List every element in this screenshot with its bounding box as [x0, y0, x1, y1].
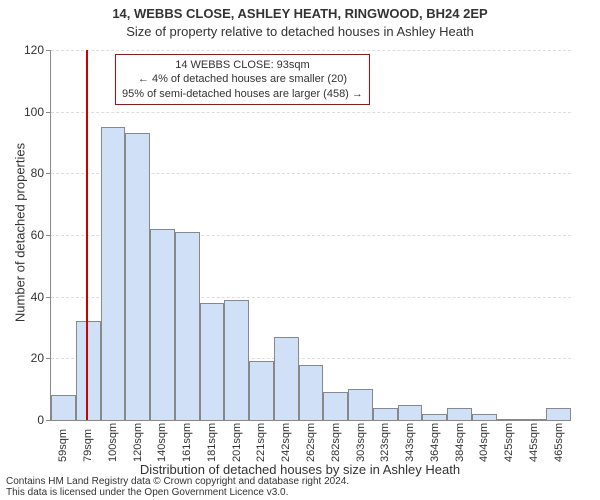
histogram-bar — [200, 303, 225, 420]
gridline — [51, 112, 571, 113]
histogram-bar — [398, 405, 423, 420]
xtick-label: 303sqm — [355, 423, 367, 462]
histogram-bar — [497, 419, 522, 420]
ytick-mark — [46, 235, 50, 236]
ytick-mark — [46, 112, 50, 113]
histogram-bar — [447, 408, 472, 420]
xtick-label: 364sqm — [429, 423, 441, 462]
ytick-mark — [46, 50, 50, 51]
histogram-bar — [51, 395, 76, 420]
histogram-bar — [125, 133, 150, 420]
histogram-bar — [546, 408, 571, 420]
ytick-label: 20 — [4, 351, 44, 365]
histogram-bar — [274, 337, 299, 420]
chart-title: 14, WEBBS CLOSE, ASHLEY HEATH, RINGWOOD,… — [0, 6, 600, 21]
annotation-line-1: 14 WEBBS CLOSE: 93sqm — [122, 58, 363, 72]
xtick-label: 242sqm — [280, 423, 292, 462]
xtick-label: 100sqm — [107, 423, 119, 462]
ytick-label: 120 — [4, 43, 44, 57]
footer-text: Contains HM Land Registry data © Crown c… — [6, 476, 349, 498]
ytick-label: 80 — [4, 166, 44, 180]
xtick-label: 445sqm — [528, 423, 540, 462]
histogram-bar — [175, 232, 200, 420]
x-axis-label: Distribution of detached houses by size … — [0, 462, 600, 477]
ytick-label: 0 — [4, 413, 44, 427]
xtick-label: 59sqm — [57, 429, 69, 462]
xtick-label: 323sqm — [379, 423, 391, 462]
xtick-label: 384sqm — [454, 423, 466, 462]
histogram-bar — [521, 419, 546, 420]
histogram-bar — [348, 389, 373, 420]
histogram-bar — [323, 392, 348, 420]
xtick-label: 404sqm — [478, 423, 490, 462]
xtick-label: 161sqm — [181, 423, 193, 462]
histogram-bar — [249, 361, 274, 420]
histogram-bar — [422, 414, 447, 420]
histogram-bar — [101, 127, 126, 420]
ytick-mark — [46, 297, 50, 298]
chart-subtitle: Size of property relative to detached ho… — [0, 24, 600, 39]
xtick-label: 79sqm — [82, 429, 94, 462]
reference-line — [86, 50, 88, 420]
annotation-line-2: ← 4% of detached houses are smaller (20) — [122, 72, 363, 86]
histogram-bar — [150, 229, 175, 420]
histogram-bar — [224, 300, 249, 420]
xtick-label: 282sqm — [330, 423, 342, 462]
xtick-label: 343sqm — [404, 423, 416, 462]
histogram-bar — [373, 408, 398, 420]
xtick-label: 201sqm — [231, 423, 243, 462]
ytick-label: 100 — [4, 105, 44, 119]
xtick-label: 181sqm — [206, 423, 218, 462]
xtick-label: 425sqm — [503, 423, 515, 462]
xtick-label: 120sqm — [132, 423, 144, 462]
annotation-line-3: 95% of semi-detached houses are larger (… — [122, 87, 363, 101]
xtick-label: 221sqm — [255, 423, 267, 462]
histogram-bar — [299, 365, 324, 421]
gridline — [51, 50, 571, 51]
histogram-bar — [472, 414, 497, 420]
ytick-mark — [46, 173, 50, 174]
ytick-label: 60 — [4, 228, 44, 242]
plot-area: 14 WEBBS CLOSE: 93sqm ← 4% of detached h… — [50, 50, 571, 421]
xtick-label: 262sqm — [305, 423, 317, 462]
ytick-label: 40 — [4, 290, 44, 304]
annotation-box: 14 WEBBS CLOSE: 93sqm ← 4% of detached h… — [115, 54, 370, 105]
xtick-label: 140sqm — [156, 423, 168, 462]
ytick-mark — [46, 358, 50, 359]
ytick-mark — [46, 420, 50, 421]
chart-container: 14, WEBBS CLOSE, ASHLEY HEATH, RINGWOOD,… — [0, 0, 600, 500]
xtick-label: 465sqm — [553, 423, 565, 462]
